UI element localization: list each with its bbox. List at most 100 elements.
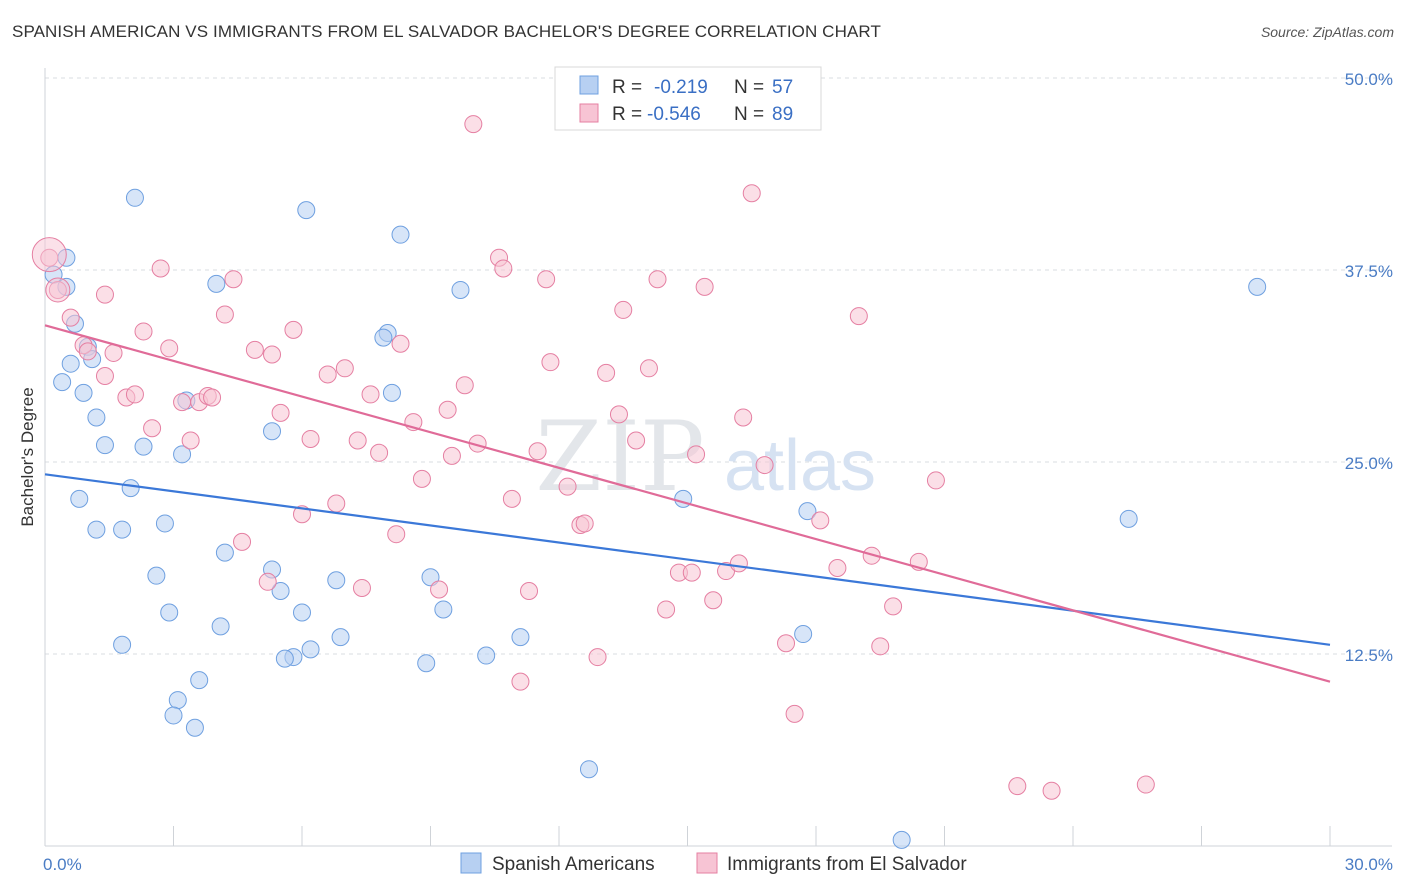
point-spanish-americans [215,543,234,562]
point-el-salvador [442,446,461,465]
point-el-salvador [541,353,560,372]
chart-title: SPANISH AMERICAN VS IMMIGRANTS FROM EL S… [12,22,881,41]
legend-r-label-salvador: R = [612,104,642,125]
point-el-salvador [151,259,170,278]
point-spanish-americans [391,225,410,244]
point-el-salvador [263,345,282,364]
x-tick-labels: 0.0% 30.0% [43,855,1393,874]
point-el-salvador [862,546,881,565]
point-spanish-americans [327,571,346,590]
y-tick-label: 25.0% [1345,454,1393,473]
legend-n-label-salvador: N = [734,104,764,125]
point-el-salvador [361,385,380,404]
point-spanish-americans [164,706,183,725]
point-spanish-americans [1119,509,1138,528]
point-spanish-americans [892,830,911,849]
point-el-salvador-large [31,237,67,273]
point-el-salvador [502,489,521,508]
point-spanish-americans [155,514,174,533]
point-el-salvador [884,597,903,616]
point-el-salvador [284,320,303,339]
point-spanish-americans [113,520,132,539]
point-spanish-americans [134,437,153,456]
point-el-salvador [1136,775,1155,794]
point-spanish-americans [74,383,93,402]
point-el-salvador [811,511,830,530]
point-el-salvador [233,532,252,551]
point-el-salvador [828,558,847,577]
point-el-salvador [224,270,243,289]
point-el-salvador [430,580,449,599]
bottom-legend-swatch-spanish [460,852,482,874]
point-el-salvador [438,400,457,419]
point-spanish-americans [417,654,436,673]
point-spanish-americans [579,760,598,779]
point-el-salvador [695,277,714,296]
point-el-salvador [687,445,706,464]
y-tick-label: 50.0% [1345,70,1393,89]
point-el-salvador [335,359,354,378]
point-el-salvador [575,514,594,533]
point-el-salvador [387,525,406,544]
point-el-salvador [301,429,320,448]
point-el-salvador [1042,781,1061,800]
point-spanish-americans [293,603,311,622]
point-el-salvador [95,285,114,304]
point-spanish-americans [421,568,440,587]
point-el-salvador [528,442,547,461]
point-el-salvador [464,115,483,134]
point-el-salvador [391,334,410,353]
point-el-salvador [704,591,723,610]
point-el-salvador [370,443,389,462]
point-el-salvador [160,339,179,358]
point-spanish-americans [382,383,401,402]
legend-r-label-spanish: R = [612,77,642,98]
point-el-salvador [78,342,97,361]
legend-box [554,66,822,131]
point-el-salvador [271,403,290,422]
y-tick-label: 37.5% [1345,262,1393,281]
trend-lines [44,324,1331,683]
point-spanish-americans [511,628,530,647]
point-spanish-americans [477,646,496,665]
legend-n-value-salvador: 89 [772,104,793,125]
y-tick-labels: 12.5% 25.0% 37.5% 50.0% [1345,70,1393,665]
point-spanish-americans [331,628,350,647]
point-el-salvador [245,340,264,359]
point-el-salvador [1008,777,1027,796]
legend-swatch-salvador [579,103,599,123]
point-spanish-americans [53,373,72,392]
point-spanish-americans [61,354,80,373]
legend-swatch-spanish [579,75,599,95]
point-spanish-americans [121,479,140,498]
point-spanish-americans [275,649,294,668]
bottom-legend-label-spanish: Spanish Americans [492,854,655,875]
point-el-salvador [352,578,371,597]
point-spanish-americans [297,201,316,220]
point-spanish-americans [301,640,320,659]
point-spanish-americans [168,691,187,710]
point-el-salvador [614,300,633,319]
point-el-salvador [609,405,628,424]
point-spanish-americans [271,582,290,601]
point-el-salvador [348,431,367,450]
point-el-salvador [588,648,607,667]
point-spanish-americans [125,188,144,207]
watermark: ZIP atlas [535,401,876,513]
point-spanish-americans [263,422,282,441]
point-spanish-americans [207,274,226,293]
point-el-salvador [558,477,577,496]
point-el-salvador [143,419,162,438]
point-spanish-americans [798,502,817,521]
point-el-salvador [597,363,616,382]
point-el-salvador [639,359,658,378]
trend-line-el-salvador [44,324,1331,683]
point-spanish-americans [794,625,813,644]
legend-r-value-salvador: -0.546 [647,104,701,125]
bottom-legend-swatch-salvador [696,852,718,874]
y-tick-label: 12.5% [1345,646,1393,665]
point-el-salvador [215,305,234,324]
point-el-salvador [755,456,774,475]
point-spanish-americans [87,408,106,427]
